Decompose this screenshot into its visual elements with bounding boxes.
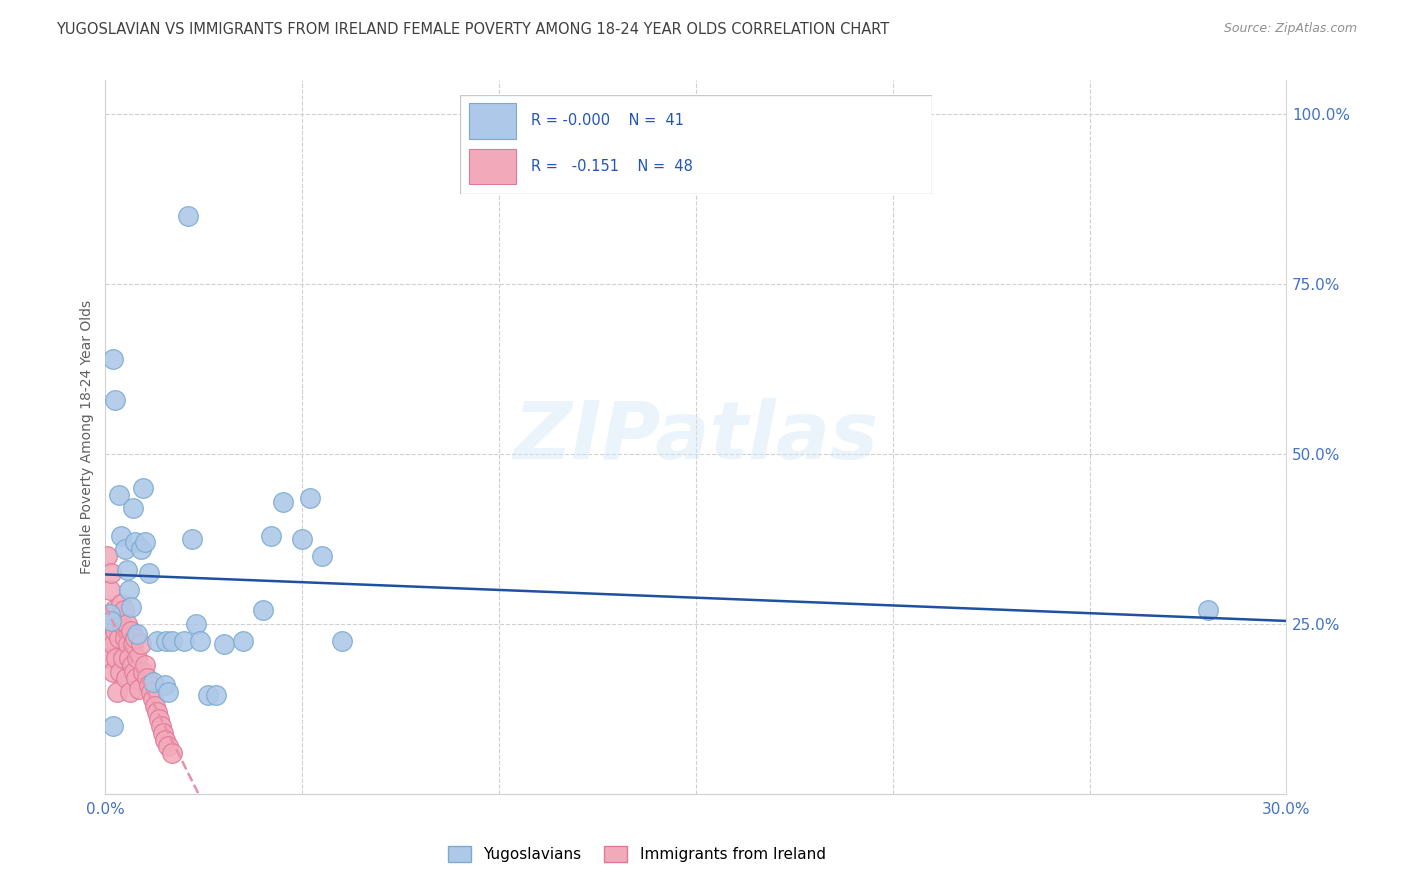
Point (142, 674, 165, 689)
Point (125, 671, 148, 685)
Point (232, 634, 254, 648)
Point (108, 488, 131, 502)
Point (124, 631, 146, 645)
Point (138, 678, 160, 692)
Point (162, 746, 184, 760)
Point (157, 739, 180, 754)
Point (110, 528, 132, 542)
Point (128, 681, 150, 696)
Point (103, 351, 125, 366)
Point (118, 651, 141, 665)
Point (260, 528, 283, 542)
Point (177, 209, 200, 223)
Point (129, 542, 152, 557)
Point (122, 637, 145, 651)
Point (108, 631, 131, 645)
Point (139, 685, 162, 699)
Point (145, 634, 167, 648)
Point (153, 732, 176, 747)
Y-axis label: Female Poverty Among 18-24 Year Olds: Female Poverty Among 18-24 Year Olds (80, 300, 94, 574)
Point (204, 689, 226, 703)
Point (142, 691, 165, 706)
Point (110, 597, 132, 611)
Point (111, 617, 134, 632)
Point (212, 637, 235, 651)
Point (110, 665, 132, 679)
Point (153, 678, 176, 692)
Point (252, 603, 274, 617)
Point (96, 549, 118, 563)
Point (112, 651, 135, 665)
Point (105, 685, 128, 699)
Point (107, 610, 129, 624)
Point (118, 582, 141, 597)
Point (97, 634, 120, 648)
Point (299, 491, 322, 506)
Point (100, 617, 122, 632)
Point (134, 657, 156, 672)
Point (103, 603, 125, 617)
Point (104, 392, 127, 407)
Point (148, 712, 170, 726)
Point (188, 634, 211, 648)
Point (104, 624, 127, 638)
Point (152, 725, 174, 739)
Point (115, 617, 138, 632)
Point (173, 634, 195, 648)
Point (98, 607, 121, 621)
Point (112, 603, 135, 617)
Point (100, 614, 122, 628)
Point (122, 501, 145, 516)
Text: Source: ZipAtlas.com: Source: ZipAtlas.com (1223, 22, 1357, 36)
Point (184, 617, 207, 632)
Point (125, 651, 148, 665)
Point (157, 685, 180, 699)
Point (124, 535, 146, 549)
Point (100, 566, 122, 580)
Point (114, 631, 136, 645)
Point (117, 637, 139, 651)
Point (138, 566, 160, 580)
Point (115, 671, 138, 685)
Point (135, 671, 157, 685)
Point (149, 719, 172, 733)
Point (162, 634, 184, 648)
Point (114, 542, 136, 557)
Point (143, 698, 166, 713)
Point (197, 689, 219, 703)
Point (98, 651, 121, 665)
Point (105, 651, 128, 665)
Point (118, 685, 141, 699)
Text: ZIPatlas: ZIPatlas (513, 398, 879, 476)
Point (271, 494, 294, 508)
Point (145, 706, 167, 720)
Point (101, 637, 124, 651)
Point (103, 665, 125, 679)
Point (291, 532, 314, 546)
Point (330, 634, 353, 648)
Point (134, 535, 156, 549)
Legend: Yugoslavians, Immigrants from Ireland: Yugoslavians, Immigrants from Ireland (441, 840, 832, 868)
Point (125, 627, 148, 641)
Point (120, 624, 142, 638)
Point (129, 637, 152, 651)
Text: YUGOSLAVIAN VS IMMIGRANTS FROM IRELAND FEMALE POVERTY AMONG 18-24 YEAR OLDS CORR: YUGOSLAVIAN VS IMMIGRANTS FROM IRELAND F… (56, 22, 890, 37)
Point (115, 563, 138, 577)
Point (132, 481, 155, 495)
Point (121, 657, 143, 672)
Point (181, 532, 204, 546)
Point (98, 582, 121, 597)
Point (155, 634, 177, 648)
Point (103, 719, 125, 733)
Point (122, 665, 145, 679)
Point (120, 599, 142, 614)
Point (1197, 603, 1219, 617)
Point (132, 665, 155, 679)
Point (311, 549, 333, 563)
